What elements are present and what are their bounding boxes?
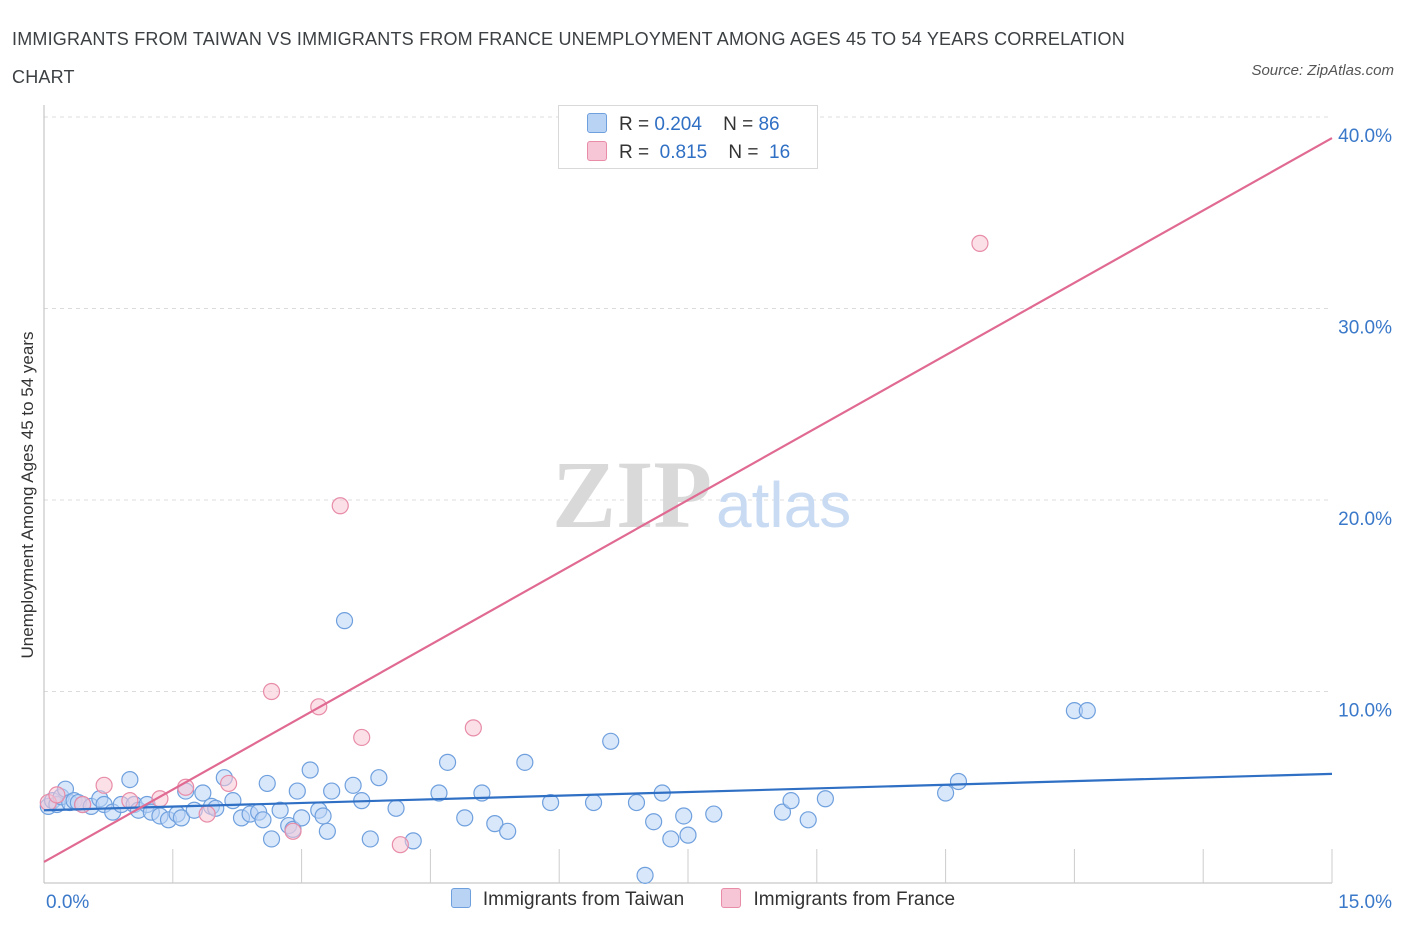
taiwan-point-60 [542, 793, 560, 812]
taiwan-point-75 [936, 784, 955, 802]
y-tick-label-10: 10.0% [1338, 701, 1392, 722]
france-point-9 [262, 682, 281, 701]
taiwan-point-43 [314, 807, 332, 825]
taiwan-point-74 [816, 790, 834, 808]
taiwan-point-64 [636, 866, 654, 884]
france-point-13 [353, 728, 371, 747]
taiwan-n-value: 86 [758, 114, 780, 135]
taiwan-point-72 [782, 792, 800, 810]
taiwan-point-35 [262, 830, 281, 848]
taiwan-point-63 [627, 793, 646, 812]
taiwan-n-label: N = [723, 114, 754, 135]
france-swatch [587, 141, 607, 161]
taiwan-point-65 [645, 813, 663, 831]
taiwan-point-76 [949, 772, 968, 791]
taiwan-point-39 [288, 782, 306, 800]
taiwan-point-62 [602, 732, 620, 750]
france-point-12 [331, 497, 349, 515]
france-point-14 [391, 836, 409, 854]
taiwan-point-69 [679, 826, 697, 844]
x-tick-label-0: 0.0% [46, 892, 89, 913]
taiwan-swatch [587, 113, 607, 133]
watermark-atlas: atlas [716, 469, 851, 541]
taiwan-point-68 [675, 807, 693, 825]
points [39, 234, 1096, 884]
correlation-legend: R = 0.204 N = 86 R = 0.815 N = 16 [558, 105, 818, 169]
france-legend-label: Immigrants from France [753, 889, 956, 910]
taiwan-point-46 [335, 612, 354, 630]
taiwan-point-71 [773, 803, 792, 821]
taiwan-point-70 [705, 805, 723, 823]
france-legend-swatch [721, 888, 742, 908]
series-legend: Immigrants from Taiwan Immigrants from F… [0, 888, 1406, 911]
x-tick-label-15: 15.0% [1338, 892, 1392, 913]
taiwan-point-53 [430, 784, 448, 802]
taiwan-r-value: 0.204 [654, 114, 702, 135]
france-point-10 [284, 822, 302, 840]
taiwan-point-51 [387, 799, 405, 817]
taiwan-point-33 [254, 811, 272, 829]
taiwan-point-78 [1078, 702, 1096, 720]
y-tick-label-20: 20.0% [1338, 509, 1392, 530]
legend-row-taiwan: R = 0.204 N = 86 [587, 113, 780, 139]
x-ticks [172, 849, 1333, 883]
taiwan-point-54 [438, 753, 457, 771]
taiwan-point-14 [121, 770, 139, 789]
watermark: ZIP atlas [552, 441, 851, 548]
taiwan-point-36 [271, 801, 289, 819]
france-point-15 [464, 719, 482, 737]
taiwan-point-40 [293, 809, 311, 827]
france-n-value: 16 [769, 142, 791, 163]
taiwan-point-44 [318, 822, 336, 840]
france-point-4 [121, 792, 139, 810]
france-point-8 [220, 774, 238, 793]
legend-item-france[interactable]: Immigrants from France [721, 888, 955, 911]
taiwan-point-29 [224, 792, 242, 810]
taiwan-point-59 [516, 753, 534, 771]
taiwan-trend-line [43, 772, 1333, 812]
y-tick-labels: 10.0% 20.0% 30.0% 40.0% [1338, 126, 1392, 722]
taiwan-point-57 [486, 815, 504, 833]
taiwan-legend-swatch [450, 888, 471, 908]
taiwan-point-34 [258, 774, 276, 793]
legend-row-france: R = 0.815 N = 16 [587, 141, 790, 167]
taiwan-point-58 [499, 822, 517, 840]
taiwan-point-22 [172, 809, 190, 827]
source-attribution: Source: ZipAtlas.com [1251, 62, 1394, 79]
france-r-label: R = [619, 142, 650, 163]
france-point-3 [95, 776, 113, 794]
france-point-7 [198, 805, 216, 823]
chart-title: IMMIGRANTS FROM TAIWAN VS IMMIGRANTS FRO… [12, 29, 1125, 87]
taiwan-point-61 [584, 793, 603, 812]
grid [44, 116, 1332, 692]
taiwan-legend-label: Immigrants from Taiwan [482, 889, 685, 910]
taiwan-point-47 [344, 776, 362, 794]
y-tick-label-30: 30.0% [1338, 318, 1392, 339]
france-n-label: N = [728, 142, 759, 163]
taiwan-point-67 [662, 830, 680, 848]
taiwan-r-label: R = [619, 114, 650, 135]
taiwan-point-50 [370, 769, 388, 787]
taiwan-point-41 [301, 761, 319, 779]
taiwan-point-25 [194, 784, 212, 802]
y-tick-label-40: 40.0% [1338, 126, 1392, 147]
france-point-1 [48, 786, 66, 804]
x-tick-labels: 0.0% 15.0% [46, 892, 1392, 913]
watermark-zip: ZIP [552, 441, 712, 548]
taiwan-point-45 [323, 782, 341, 800]
taiwan-point-73 [799, 811, 817, 829]
france-r-value: 0.815 [659, 142, 708, 163]
france-trend-line [43, 137, 1333, 863]
taiwan-point-49 [361, 830, 379, 848]
taiwan-point-55 [456, 809, 474, 827]
y-axis-label: Unemployment Among Ages 45 to 54 years [18, 331, 37, 659]
france-point-16 [971, 234, 989, 252]
legend-item-taiwan[interactable]: Immigrants from Taiwan [450, 888, 685, 911]
trend-lines [43, 137, 1333, 863]
